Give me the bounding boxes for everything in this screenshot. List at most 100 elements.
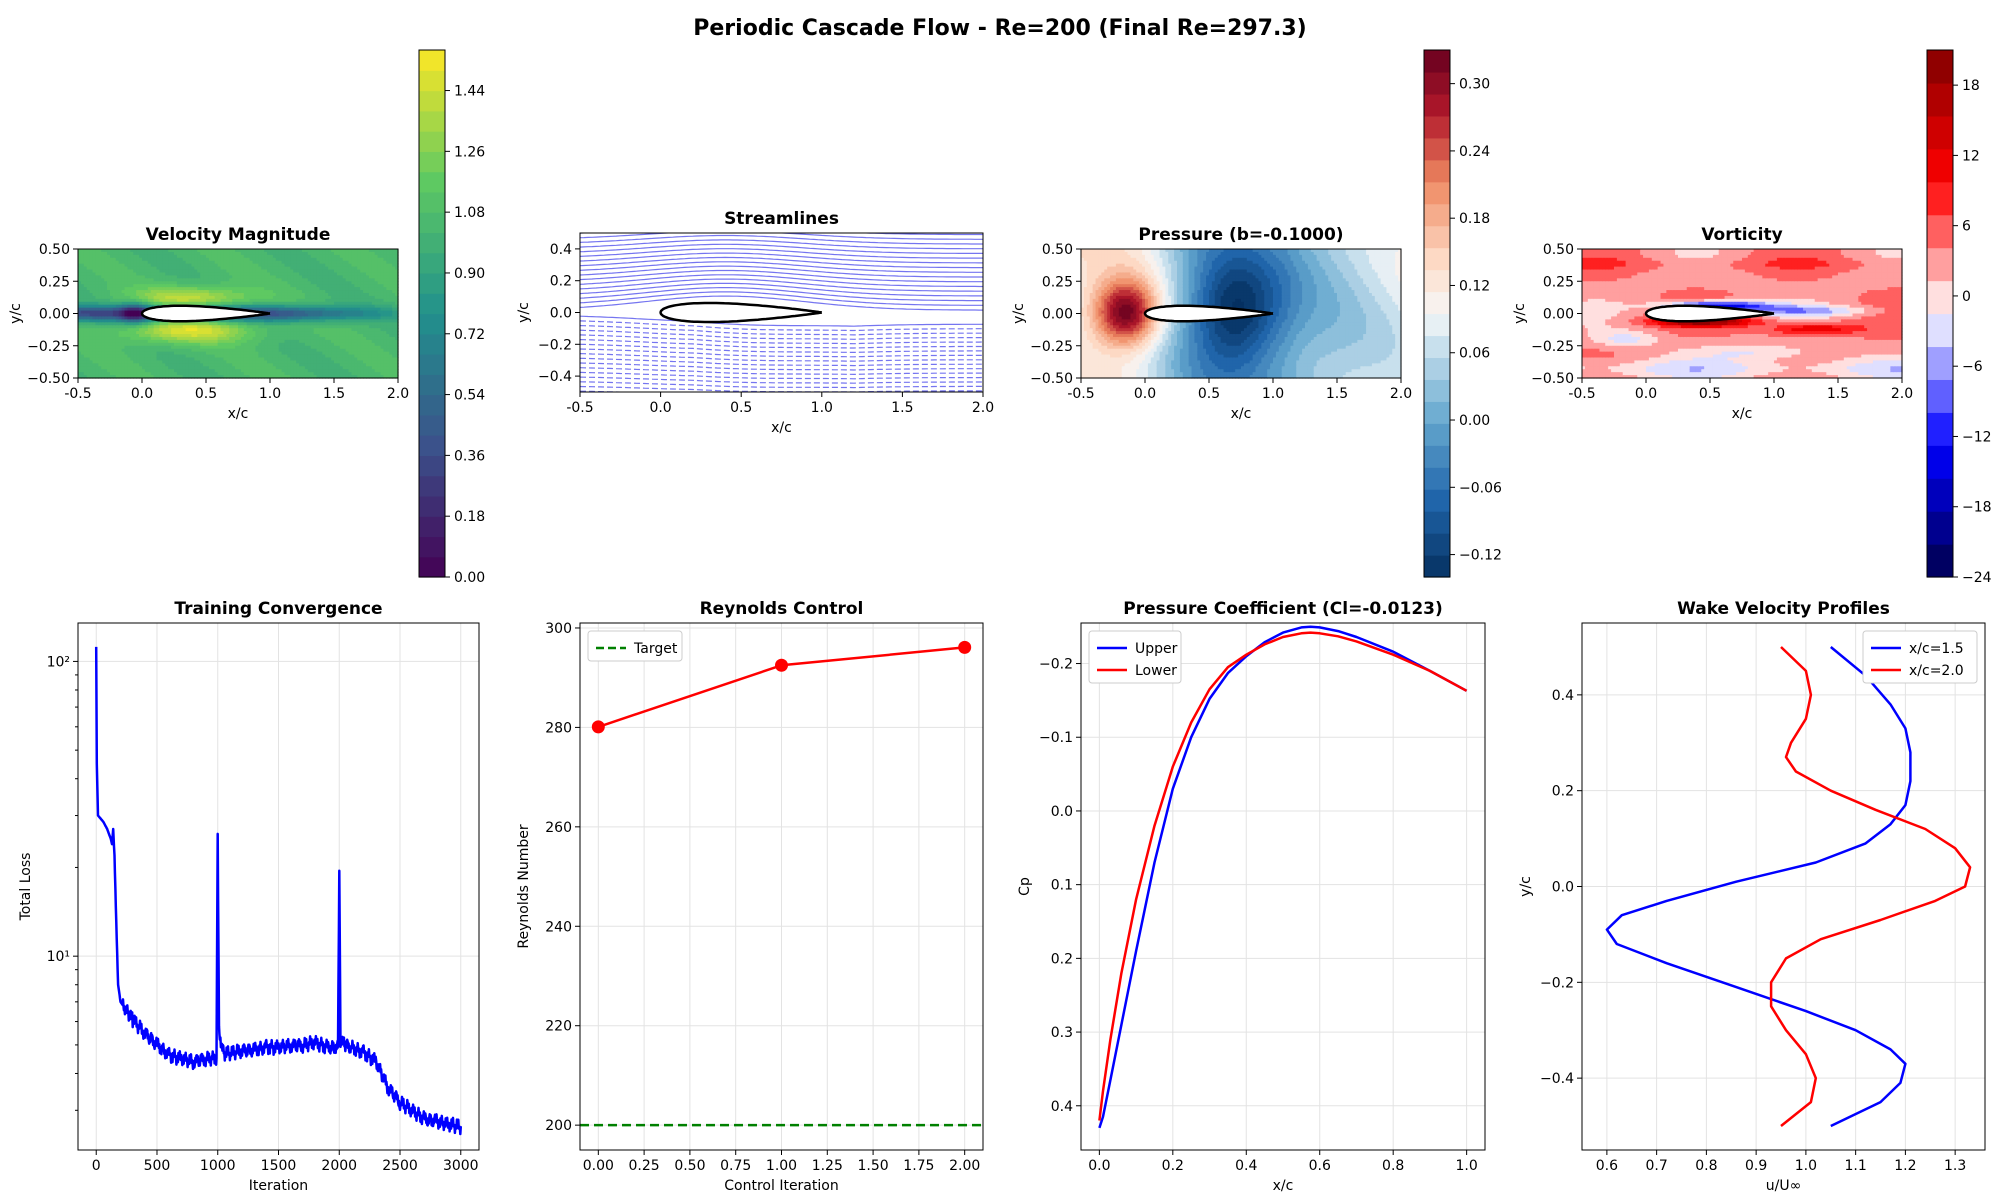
colorbar-band bbox=[419, 110, 445, 132]
colorbar-band bbox=[1424, 555, 1450, 578]
colorbar-band bbox=[419, 50, 445, 71]
streamline bbox=[580, 269, 983, 283]
colorbar-band bbox=[419, 475, 445, 497]
y-tick-label: 0.00 bbox=[39, 307, 70, 323]
colorbar-band bbox=[419, 556, 445, 578]
x-tick-label: 0.2 bbox=[1162, 1158, 1184, 1174]
colorbar-band bbox=[1927, 412, 1953, 446]
y-tick-label: −0.25 bbox=[27, 339, 70, 355]
x-tick-label: 500 bbox=[144, 1158, 171, 1174]
colorbar-band bbox=[1424, 115, 1450, 139]
plot-area bbox=[580, 640, 983, 1127]
streamline bbox=[580, 233, 983, 240]
streamline bbox=[580, 265, 983, 278]
series-line-x-c-2-0 bbox=[1769, 646, 1972, 1127]
y-tick-label: 0.4 bbox=[1552, 688, 1574, 704]
colorbar-band bbox=[1927, 280, 1953, 315]
colorbar-band bbox=[1424, 379, 1450, 402]
panel-cp: 0.0 0.2 0.4 0.6 0.8 1.0 −0.2 −0.1 0.0 0.1 0.2 0.3 0.… bbox=[1017, 599, 1486, 1194]
streamline bbox=[580, 233, 983, 236]
colorbar-band bbox=[419, 516, 445, 538]
y-tick-label: 0.2 bbox=[1552, 784, 1574, 800]
series-line-lower bbox=[1098, 631, 1468, 1121]
legend: Upper Lower bbox=[1088, 630, 1182, 684]
y-tick-label: 0.0 bbox=[550, 306, 572, 322]
y-tick-label: 0.0 bbox=[1051, 804, 1073, 820]
heatmap-cells bbox=[78, 249, 399, 379]
y-tick-label: 220 bbox=[545, 1019, 572, 1035]
colorbar-band bbox=[419, 394, 445, 416]
colorbar-band bbox=[419, 151, 445, 173]
x-axis-label: Control Iteration bbox=[724, 1178, 838, 1194]
colorbar-band bbox=[419, 495, 445, 517]
colorbar-tick-label: 0.72 bbox=[454, 327, 485, 343]
colorbar-band bbox=[1927, 511, 1953, 545]
grid bbox=[1582, 623, 1985, 1150]
colorbar-band bbox=[1424, 467, 1450, 490]
colorbar-band bbox=[1424, 50, 1450, 73]
x-tick-label: 1.0 bbox=[1262, 386, 1284, 402]
colorbar-frame bbox=[1423, 49, 1451, 578]
colorbar-band bbox=[1424, 533, 1450, 556]
streamline bbox=[580, 239, 983, 250]
x-tick-label: 1.5 bbox=[1326, 386, 1348, 402]
panel-vorticity: -0.5 0.0 0.5 1.0 1.5 2.0 0.50 0.25 0.00 −0.25 −0.5… bbox=[1512, 49, 1992, 586]
colorbar-tick-label: −0.12 bbox=[1459, 548, 1502, 564]
y-tick-label: −0.2 bbox=[1540, 975, 1574, 991]
y-tick-label: 0.1 bbox=[1051, 878, 1073, 894]
x-axis-label: x/c bbox=[228, 406, 249, 422]
y-tick-label: 0.3 bbox=[1051, 1025, 1073, 1041]
colorbar-band bbox=[1927, 82, 1953, 117]
legend-label: Lower bbox=[1135, 663, 1177, 679]
y-tick-label: 0.0 bbox=[1552, 880, 1574, 896]
x-tick-label: 1.25 bbox=[812, 1158, 843, 1174]
grid bbox=[78, 623, 479, 1150]
x-tick-label: 0.0 bbox=[131, 386, 153, 402]
streamline bbox=[580, 234, 983, 245]
colorbar-band bbox=[419, 414, 445, 436]
colorbar-band bbox=[419, 232, 445, 254]
colorbar-tick-label: 0.18 bbox=[1459, 211, 1490, 227]
x-tick-label: 2500 bbox=[382, 1158, 418, 1174]
legend-label: Target bbox=[633, 641, 678, 657]
colorbar-band bbox=[1424, 137, 1450, 161]
plot-area bbox=[1605, 646, 1972, 1128]
x-axis-label: u/U∞ bbox=[1766, 1178, 1802, 1194]
y-tick-label: 0.4 bbox=[1051, 1099, 1073, 1115]
colorbar-band bbox=[419, 374, 445, 396]
y-tick-label: 10¹ bbox=[47, 949, 70, 965]
colorbar-tick-label: 1.26 bbox=[454, 144, 485, 160]
y-tick-label: 0.25 bbox=[39, 274, 70, 290]
panel-title: Pressure (b=-0.1000) bbox=[1138, 225, 1343, 245]
y-tick-label: 0.00 bbox=[1543, 307, 1574, 323]
colorbar-band bbox=[1424, 489, 1450, 512]
colorbar-band bbox=[419, 212, 445, 234]
colorbar-band bbox=[419, 455, 445, 477]
y-tick-label: 240 bbox=[545, 919, 572, 935]
colorbar-tick-label: 0.06 bbox=[1459, 346, 1490, 362]
colorbar-band bbox=[1424, 225, 1450, 249]
y-axis-label: y/c bbox=[516, 302, 532, 323]
airfoil-shape bbox=[1143, 304, 1274, 323]
x-tick-label: 0.75 bbox=[720, 1158, 751, 1174]
streamline bbox=[580, 278, 983, 292]
x-tick-label: 0.5 bbox=[730, 400, 752, 416]
colorbar-band bbox=[1927, 148, 1953, 183]
colorbar-band bbox=[1424, 159, 1450, 183]
x-tick-label: 1.50 bbox=[858, 1158, 889, 1174]
colorbar-band bbox=[1927, 313, 1953, 348]
panel-title: Pressure Coefficient (Cl=-0.0123) bbox=[1123, 599, 1443, 619]
x-tick-label: 2.0 bbox=[1891, 386, 1913, 402]
streamline bbox=[580, 295, 983, 311]
x-tick-label: -0.5 bbox=[566, 400, 593, 416]
colorbar-band bbox=[419, 536, 445, 558]
panel-title: Vorticity bbox=[1701, 225, 1782, 245]
colorbar-tick-label: 0.24 bbox=[1459, 144, 1490, 160]
y-tick-label: −0.25 bbox=[1531, 339, 1574, 355]
x-tick-label: 1.0 bbox=[1795, 1158, 1817, 1174]
x-tick-label: -0.5 bbox=[1067, 386, 1094, 402]
panel-title: Wake Velocity Profiles bbox=[1677, 599, 1890, 619]
y-tick-label: −0.2 bbox=[1039, 657, 1073, 673]
colorbar: 1.44 1.26 1.08 0.90 0.72 0.54 0.36 0.18 0.00 bbox=[418, 49, 485, 586]
